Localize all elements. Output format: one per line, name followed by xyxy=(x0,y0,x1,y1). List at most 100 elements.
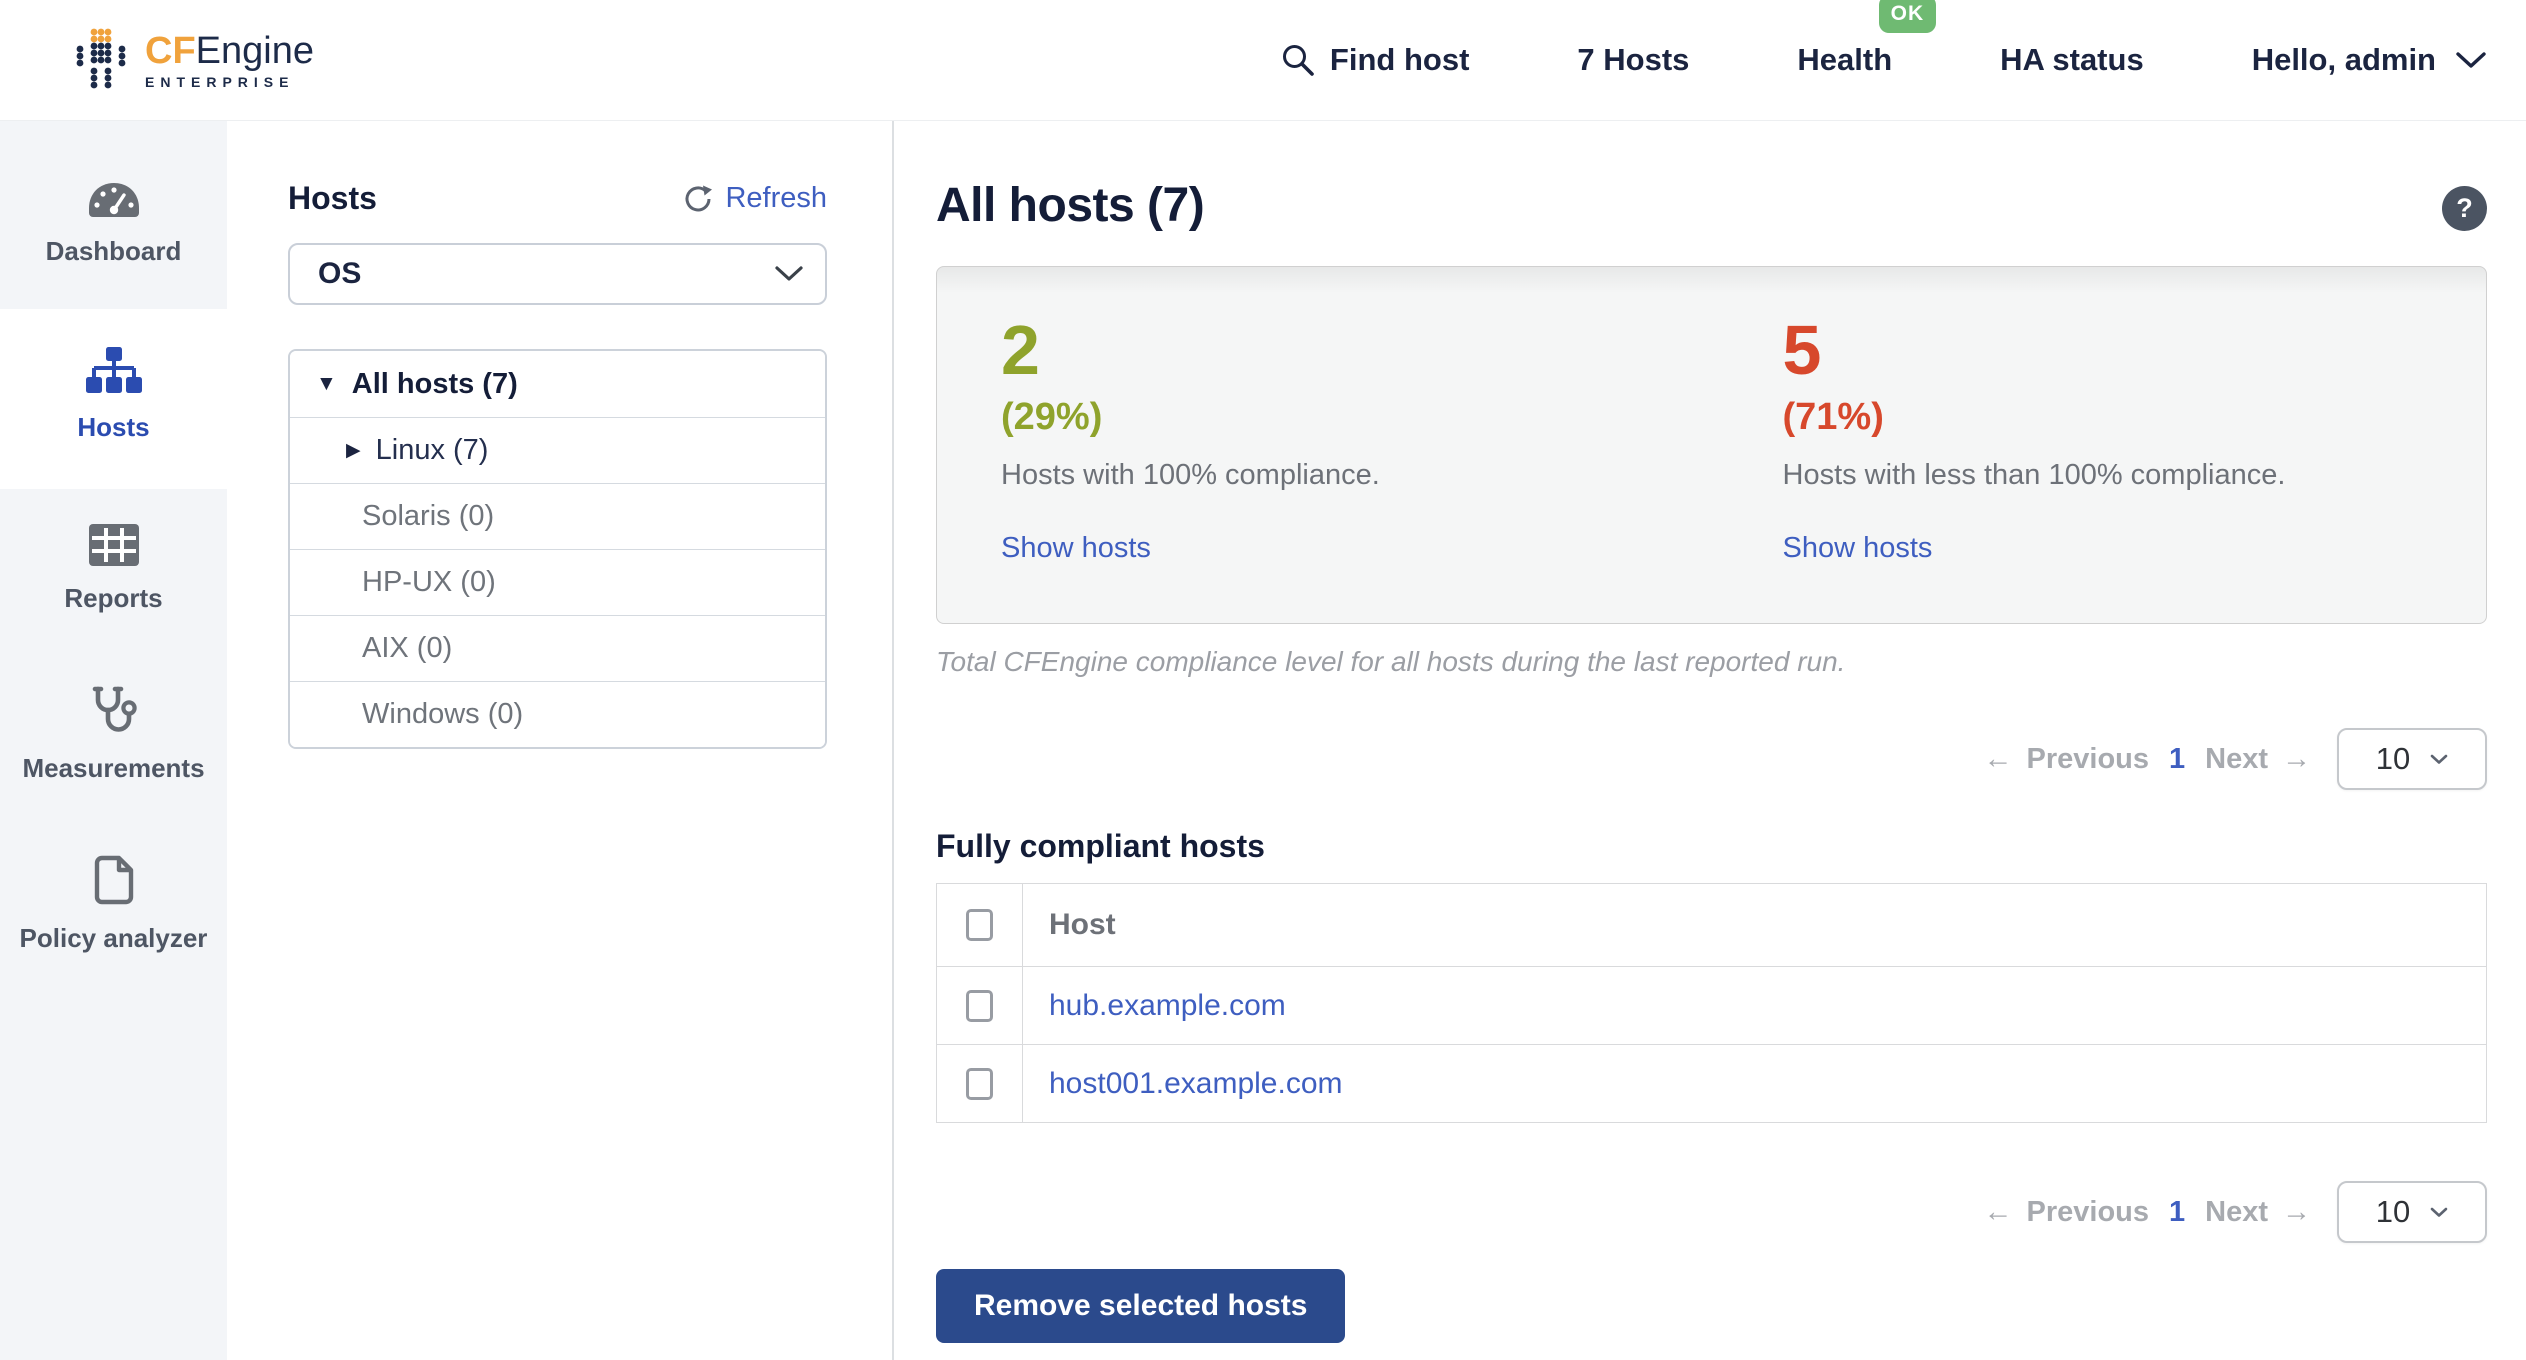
noncompliant-count: 5 xyxy=(1782,311,1822,389)
hosts-count-link[interactable]: 7 Hosts xyxy=(1577,42,1689,78)
noncompliant-summary: 5 (71%) Hosts with less than 100% compli… xyxy=(1705,311,2487,623)
cfengine-logo-mark xyxy=(76,28,126,89)
ha-status-link[interactable]: HA status xyxy=(2000,42,2144,78)
page-number[interactable]: 1 xyxy=(2169,1195,2186,1228)
sidebar-item-label: Policy analyzer xyxy=(19,923,208,953)
sidebar-item-label: Hosts xyxy=(77,412,150,442)
tree-item-all-hosts[interactable]: ▼ All hosts (7) xyxy=(290,351,825,417)
hosts-count-label: 7 Hosts xyxy=(1577,42,1690,77)
find-host-button[interactable]: Find host xyxy=(1280,42,1469,78)
tree-item-windows[interactable]: Windows (0) xyxy=(290,681,825,747)
refresh-button[interactable]: Refresh xyxy=(683,182,827,215)
top-header: CFEngine ENTERPRISE Find host 7 Hosts He… xyxy=(0,0,2526,121)
pagination-bottom: ← Previous 1 Next → 10 xyxy=(936,1181,2487,1243)
cfengine-logo[interactable]: CFEngine ENTERPRISE xyxy=(73,28,314,92)
next-page-button[interactable]: Next xyxy=(2205,742,2268,775)
sidebar: Dashboard Hosts Reports Measurements xyxy=(0,121,227,1360)
page-title: All hosts (7) xyxy=(936,179,1205,232)
tree-item-solaris[interactable]: Solaris (0) xyxy=(290,483,825,549)
chevron-down-icon xyxy=(2430,754,2448,764)
health-label: Health xyxy=(1797,42,1893,77)
sidebar-item-reports[interactable]: Reports xyxy=(0,489,227,649)
user-menu[interactable]: Hello, admin xyxy=(2252,42,2486,78)
select-all-checkbox[interactable] xyxy=(966,909,993,941)
page-size-value: 10 xyxy=(2375,741,2411,776)
sidebar-item-label: Measurements xyxy=(22,753,205,783)
host-link[interactable]: host001.example.com xyxy=(1049,1066,1343,1100)
compliant-summary: 2 (29%) Hosts with 100% compliance. Show… xyxy=(937,311,1705,623)
arrow-right-icon: → xyxy=(2282,742,2311,775)
table-header-row: Host xyxy=(937,884,2486,966)
compliant-count: 2 xyxy=(1001,311,1040,389)
brand-cf: CF xyxy=(145,29,196,72)
chevron-down-icon xyxy=(775,266,803,281)
arrow-right-icon: → xyxy=(2282,1195,2311,1228)
table-row: hub.example.com xyxy=(937,966,2486,1044)
page-size-value: 10 xyxy=(2375,1194,2411,1229)
table-icon xyxy=(88,524,139,566)
health-status-badge: OK xyxy=(1878,0,1937,33)
arrow-left-icon: ← xyxy=(1983,742,2013,775)
previous-page-button[interactable]: Previous xyxy=(2026,1195,2150,1228)
refresh-label: Refresh xyxy=(725,182,827,214)
os-filter-select[interactable]: OS xyxy=(288,243,827,305)
compliant-description: Hosts with 100% compliance. xyxy=(1001,459,1380,491)
hosts-panel-title: Hosts xyxy=(288,180,377,216)
host-column-header: Host xyxy=(1049,908,1116,941)
sidebar-item-label: Dashboard xyxy=(45,236,182,266)
find-host-label: Find host xyxy=(1329,42,1470,77)
show-noncompliant-hosts-link[interactable]: Show hosts xyxy=(1782,532,1933,564)
refresh-icon xyxy=(685,185,713,211)
tree-item-hpux[interactable]: HP-UX (0) xyxy=(290,549,825,615)
row-checkbox[interactable] xyxy=(966,1067,993,1100)
compliance-summary: 2 (29%) Hosts with 100% compliance. Show… xyxy=(936,266,2487,624)
os-filter-value: OS xyxy=(318,257,362,290)
pagination-top: ← Previous 1 Next → 10 xyxy=(936,728,2487,790)
health-link[interactable]: Health OK xyxy=(1797,0,1937,78)
table-row: host001.example.com xyxy=(937,1044,2486,1122)
gauge-icon xyxy=(88,183,139,217)
host-link[interactable]: hub.example.com xyxy=(1049,988,1286,1022)
tree-item-label: Solaris (0) xyxy=(362,500,495,532)
show-compliant-hosts-link[interactable]: Show hosts xyxy=(1001,532,1151,564)
hosts-filter-panel: Hosts Refresh OS ▼ All hosts (7) ▶ Linux… xyxy=(227,121,894,1360)
sidebar-item-measurements[interactable]: Measurements xyxy=(0,649,227,819)
row-checkbox[interactable] xyxy=(966,989,993,1022)
user-menu-label: Hello, admin xyxy=(2251,42,2436,77)
ha-status-label: HA status xyxy=(2000,42,2144,77)
sidebar-item-label: Reports xyxy=(64,583,163,613)
brand-subtitle: ENTERPRISE xyxy=(145,73,295,90)
help-icon[interactable]: ? xyxy=(2442,186,2487,231)
tree-item-aix[interactable]: AIX (0) xyxy=(290,615,825,681)
page-size-select[interactable]: 10 xyxy=(2337,1181,2487,1243)
table-heading: Fully compliant hosts xyxy=(936,828,1265,864)
sidebar-item-dashboard[interactable]: Dashboard xyxy=(0,121,227,309)
tree-item-label: HP-UX (0) xyxy=(362,566,496,598)
page-size-select[interactable]: 10 xyxy=(2337,728,2487,790)
page-number[interactable]: 1 xyxy=(2169,742,2186,775)
compliant-hosts-table: Host hub.example.com host001.example.com xyxy=(936,883,2487,1123)
tree-item-label: Linux (7) xyxy=(375,434,489,466)
main-content: All hosts (7) ? 2 (29%) Hosts with 100% … xyxy=(894,121,2526,1360)
search-icon xyxy=(1282,45,1314,76)
cfengine-logo-text: CFEngine ENTERPRISE xyxy=(145,31,314,90)
chevron-down-icon xyxy=(2430,1207,2448,1217)
arrow-left-icon: ← xyxy=(1983,1195,2013,1228)
noncompliant-percent: (71%) xyxy=(1782,396,1884,438)
brand-engine: Engine xyxy=(195,29,314,72)
next-page-button[interactable]: Next xyxy=(2205,1195,2268,1228)
noncompliant-description: Hosts with less than 100% compliance. xyxy=(1782,459,2286,491)
sidebar-item-policy-analyzer[interactable]: Policy analyzer xyxy=(0,819,227,989)
caret-down-icon: ▼ xyxy=(316,372,337,395)
tree-item-label: All hosts (7) xyxy=(351,367,518,400)
remove-selected-hosts-button[interactable]: Remove selected hosts xyxy=(936,1269,1346,1343)
previous-page-button[interactable]: Previous xyxy=(2026,742,2150,775)
file-icon xyxy=(94,855,133,905)
stethoscope-icon xyxy=(92,686,137,732)
tree-item-linux[interactable]: ▶ Linux (7) xyxy=(290,417,825,483)
host-tree: ▼ All hosts (7) ▶ Linux (7) Solaris (0) … xyxy=(288,349,827,749)
sidebar-item-hosts[interactable]: Hosts xyxy=(0,309,227,489)
chevron-down-icon xyxy=(2456,51,2486,68)
tree-item-label: AIX (0) xyxy=(362,632,453,664)
compliance-caption: Total CFEngine compliance level for all … xyxy=(936,646,1846,677)
